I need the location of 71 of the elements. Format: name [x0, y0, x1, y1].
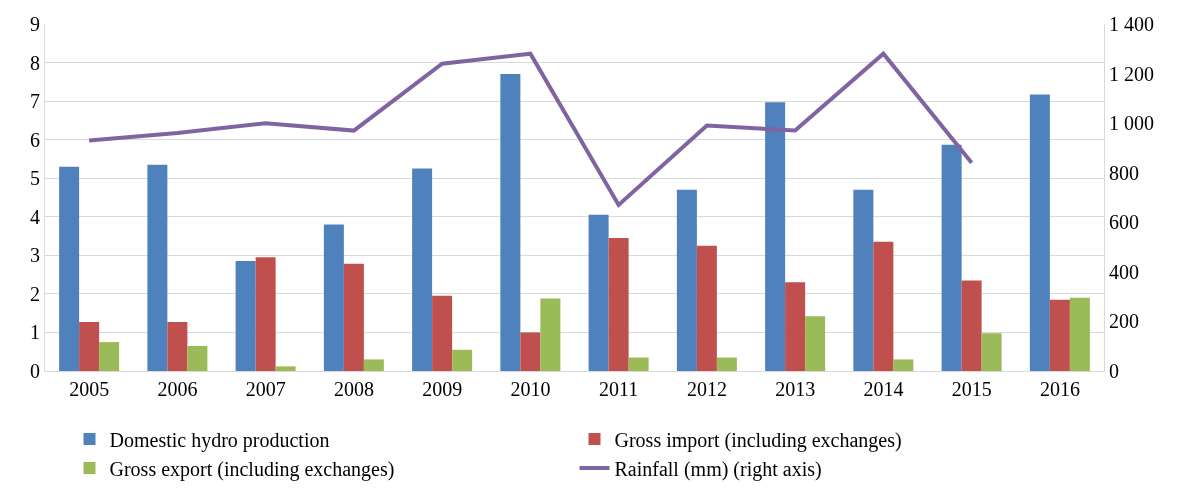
bar	[961, 280, 982, 371]
y-tick-label: 0	[30, 360, 40, 382]
x-tick-label: 2016	[1039, 378, 1080, 400]
legend-label: Domestic hydro production	[109, 428, 330, 452]
bar	[785, 282, 806, 371]
y-tick-label: 1	[30, 321, 40, 344]
x-tick-label: 2007	[245, 378, 286, 400]
bar	[255, 257, 276, 371]
y2-tick-label: 600	[1109, 211, 1139, 234]
bar	[343, 263, 364, 371]
bar	[187, 345, 208, 371]
x-tick-label: 2008	[333, 378, 374, 400]
bar	[167, 322, 188, 371]
bar	[628, 357, 649, 371]
y2-tick-label: 0	[1109, 360, 1119, 382]
bar	[981, 333, 1002, 371]
y2-tick-label: 1 200	[1109, 62, 1154, 85]
legend-label: Gross export (including exchanges)	[109, 457, 395, 481]
y-tick-label: 3	[30, 244, 40, 267]
bar	[893, 359, 914, 371]
bar	[608, 237, 629, 371]
bar	[323, 224, 344, 371]
bar	[588, 214, 609, 371]
x-tick-label: 2012	[686, 378, 727, 400]
bar	[79, 322, 100, 371]
bar	[275, 366, 296, 371]
x-tick-label: 2013	[775, 378, 816, 400]
bar	[1029, 94, 1050, 371]
bar	[1049, 299, 1070, 371]
bar	[235, 261, 256, 371]
bar	[99, 342, 120, 371]
x-tick-label: 2005	[69, 378, 110, 400]
y-tick-label: 8	[30, 51, 40, 74]
y2-tick-label: 400	[1109, 260, 1139, 283]
bar	[873, 241, 894, 371]
bar	[520, 332, 541, 371]
bar	[1069, 297, 1090, 371]
y2-tick-label: 200	[1109, 310, 1139, 333]
legend-label: Rainfall (mm) (right axis)	[614, 457, 822, 481]
y-tick-label: 2	[30, 282, 40, 305]
x-tick-label: 2006	[157, 378, 198, 400]
bar	[452, 349, 473, 371]
bar	[147, 164, 168, 371]
bar	[59, 166, 80, 371]
x-tick-label: 2010	[510, 378, 551, 400]
bar	[412, 168, 433, 371]
bar	[941, 144, 962, 371]
bar	[540, 298, 561, 371]
x-tick-label: 2009	[422, 378, 463, 400]
y2-tick-label: 1 400	[1109, 13, 1154, 35]
bar	[500, 74, 521, 371]
x-tick-label: 2014	[863, 378, 904, 400]
y-tick-label: 5	[30, 167, 40, 190]
y2-tick-label: 1 000	[1109, 112, 1154, 135]
y-tick-label: 7	[30, 90, 40, 113]
bar	[716, 357, 737, 371]
legend-label: Gross import (including exchanges)	[614, 428, 902, 452]
y-tick-label: 6	[30, 128, 40, 151]
line-series	[87, 51, 974, 207]
y-tick-label: 4	[30, 205, 40, 228]
bar	[676, 189, 697, 371]
bar	[696, 245, 717, 371]
bar	[853, 189, 874, 371]
bar	[805, 316, 826, 371]
bar	[765, 102, 786, 371]
bar	[363, 359, 384, 371]
x-tick-label: 2015	[951, 378, 992, 400]
bar	[432, 295, 453, 371]
y-tick-label: 9	[30, 13, 40, 35]
y2-tick-label: 800	[1109, 161, 1139, 184]
x-tick-label: 2011	[599, 378, 639, 400]
